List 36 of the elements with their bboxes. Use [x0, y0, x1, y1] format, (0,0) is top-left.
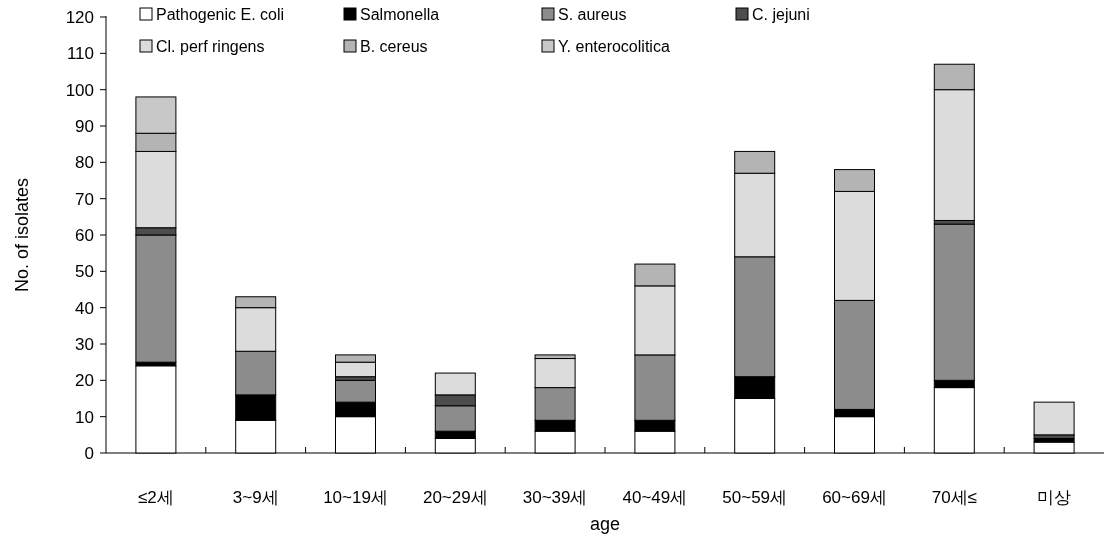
- y-tick-label: 80: [75, 153, 94, 173]
- x-tick-label: 10~19세: [323, 488, 388, 507]
- legend-label: S. aureus: [558, 6, 627, 23]
- x-tick-label: ≤2세: [138, 488, 174, 507]
- x-tick-label: 미상: [1037, 488, 1072, 507]
- x-tick-label: 60~69세: [822, 488, 887, 507]
- x-axis-title: age: [589, 514, 621, 534]
- y-tick-label: 10: [75, 407, 94, 427]
- bar: [335, 379, 376, 403]
- x-tick-label: 20~29세: [422, 488, 488, 507]
- x-tick-label: 70세≤: [931, 488, 977, 507]
- y-tick-label: 50: [75, 262, 94, 282]
- bar: [1033, 401, 1075, 436]
- x-tick-label: 50~59세: [722, 488, 788, 507]
- bar: [434, 405, 476, 432]
- x-tick-label: 3~9세: [232, 488, 279, 507]
- y-tick-label: 70: [75, 189, 94, 209]
- legend-label: C. jejuni: [752, 6, 810, 23]
- legend-label: Cl. perf ringens: [156, 38, 265, 55]
- y-tick-label: 100: [65, 80, 94, 100]
- bar: [434, 372, 476, 396]
- y-tick-label: 120: [65, 8, 94, 27]
- y-axis-title: No. of isolates: [12, 177, 32, 293]
- y-tick-label: 40: [75, 298, 94, 318]
- y-tick-label: 0: [84, 444, 94, 463]
- y-tick-label: 60: [75, 226, 94, 245]
- bar: [135, 234, 177, 363]
- y-tick-label: 20: [75, 371, 94, 391]
- x-tick-label: 40~49세: [622, 488, 688, 507]
- bar: [933, 223, 975, 381]
- x-tick-label: 30~39세: [522, 488, 588, 507]
- legend-label: B. cereus: [360, 38, 428, 55]
- legend-label: Salmonella: [360, 6, 440, 23]
- y-tick-label: 90: [75, 117, 94, 136]
- y-tick-label: 30: [75, 335, 94, 354]
- y-tick-label: 110: [66, 44, 94, 64]
